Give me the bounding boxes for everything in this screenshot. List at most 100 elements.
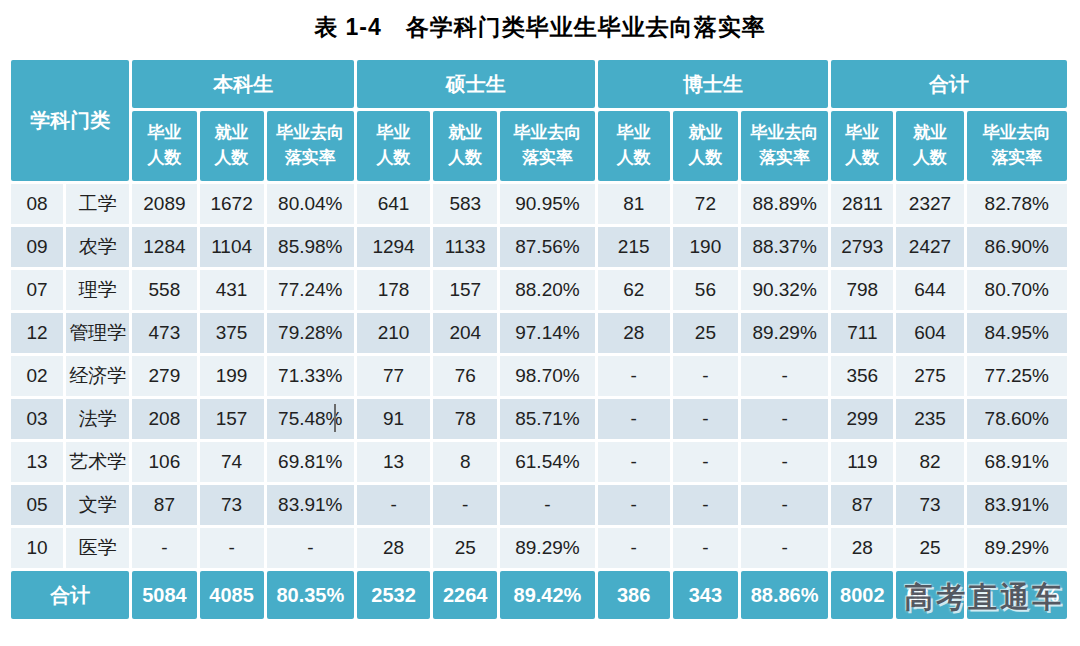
row-cell: 28 xyxy=(831,528,893,568)
row-code: 10 xyxy=(11,528,63,568)
row-cell: 299 xyxy=(831,399,893,439)
text-cursor xyxy=(334,404,336,432)
row-cell: 208 xyxy=(132,399,196,439)
row-cell: 2327 xyxy=(896,184,963,224)
row-cell: 82 xyxy=(896,442,963,482)
row-cell: 25 xyxy=(673,313,738,353)
row-cell: 78 xyxy=(433,399,497,439)
total-cell: 2532 xyxy=(357,571,430,619)
row-cell: 473 xyxy=(132,313,196,353)
row-cell: 119 xyxy=(831,442,893,482)
row-cell: 87 xyxy=(831,485,893,525)
row-cell: 644 xyxy=(896,270,963,310)
row-cell: 84.95% xyxy=(967,313,1067,353)
row-cell: 62 xyxy=(598,270,670,310)
table-row: 02经济学27919971.33%777698.70%---35627577.2… xyxy=(11,356,1067,396)
row-cell: 73 xyxy=(200,485,264,525)
total-cell: 8002 xyxy=(831,571,893,619)
row-discipline-name: 农学 xyxy=(66,227,129,267)
row-cell: 77.25% xyxy=(967,356,1067,396)
row-discipline-name: 文学 xyxy=(66,485,129,525)
row-discipline-name: 法学 xyxy=(66,399,129,439)
row-cell: 25 xyxy=(433,528,497,568)
row-cell: 76 xyxy=(433,356,497,396)
row-cell: 90.32% xyxy=(741,270,828,310)
row-cell: 80.04% xyxy=(267,184,354,224)
row-cell: 97.14% xyxy=(500,313,594,353)
row-cell: 28 xyxy=(357,528,430,568)
row-cell: 75.48% xyxy=(267,399,354,439)
row-cell: 81 xyxy=(598,184,670,224)
row-cell: 558 xyxy=(132,270,196,310)
row-cell: 83.91% xyxy=(267,485,354,525)
header-group-total: 合计 xyxy=(831,60,1067,108)
row-cell: 2089 xyxy=(132,184,196,224)
row-cell: - xyxy=(673,528,738,568)
row-cell: - xyxy=(357,485,430,525)
row-code: 05 xyxy=(11,485,63,525)
row-cell: 215 xyxy=(598,227,670,267)
table-row: 10医学---282589.29%---282589.29% xyxy=(11,528,1067,568)
row-cell: - xyxy=(741,399,828,439)
row-cell: - xyxy=(741,356,828,396)
row-cell: 25 xyxy=(896,528,963,568)
total-row-label: 合计 xyxy=(11,571,129,619)
table-row: 03法学20815775.48%917885.71%---29923578.60… xyxy=(11,399,1067,439)
row-cell: 77.24% xyxy=(267,270,354,310)
watermark: 高考直通车 xyxy=(893,579,1075,615)
row-cell: 8 xyxy=(433,442,497,482)
total-cell: 343 xyxy=(673,571,738,619)
row-cell: - xyxy=(433,485,497,525)
table-row: 07理学55843177.24%17815788.20%625690.32%79… xyxy=(11,270,1067,310)
row-cell: 1284 xyxy=(132,227,196,267)
row-cell: 98.70% xyxy=(500,356,594,396)
header-ms-graduates: 毕业人数 xyxy=(357,111,430,181)
total-cell: 88.86% xyxy=(741,571,828,619)
row-cell: 68.91% xyxy=(967,442,1067,482)
total-cell: 80.35% xyxy=(267,571,354,619)
header-discipline-category: 学科门类 xyxy=(11,60,129,181)
row-cell: 89.29% xyxy=(967,528,1067,568)
row-cell: 78.60% xyxy=(967,399,1067,439)
header-ug-graduates: 毕业人数 xyxy=(132,111,196,181)
row-code: 08 xyxy=(11,184,63,224)
table-row: 12管理学47337579.28%21020497.14%282589.29%7… xyxy=(11,313,1067,353)
row-discipline-name: 理学 xyxy=(66,270,129,310)
row-code: 13 xyxy=(11,442,63,482)
table-body: 08工学2089167280.04%64158390.95%817288.89%… xyxy=(11,184,1067,568)
header-ms-rate: 毕业去向落实率 xyxy=(500,111,594,181)
header-phd-rate: 毕业去向落实率 xyxy=(741,111,828,181)
row-cell: 74 xyxy=(200,442,264,482)
table-row: 08工学2089167280.04%64158390.95%817288.89%… xyxy=(11,184,1067,224)
row-cell: 80.70% xyxy=(967,270,1067,310)
header-ug-rate: 毕业去向落实率 xyxy=(267,111,354,181)
row-cell: 2427 xyxy=(896,227,963,267)
row-cell: 235 xyxy=(896,399,963,439)
header-total-employed: 就业人数 xyxy=(896,111,963,181)
row-cell: 1104 xyxy=(200,227,264,267)
row-cell: 89.29% xyxy=(741,313,828,353)
header-phd-graduates: 毕业人数 xyxy=(598,111,670,181)
total-cell: 89.42% xyxy=(500,571,594,619)
row-cell: 279 xyxy=(132,356,196,396)
row-cell: 190 xyxy=(673,227,738,267)
header-sub-row: 毕业人数 就业人数 毕业去向落实率 毕业人数 就业人数 毕业去向落实率 毕业人数… xyxy=(11,111,1067,181)
row-cell: 91 xyxy=(357,399,430,439)
row-cell: 1294 xyxy=(357,227,430,267)
table-row: 05文学877383.91%------877383.91% xyxy=(11,485,1067,525)
row-cell: - xyxy=(598,528,670,568)
row-cell: 157 xyxy=(200,399,264,439)
discipline-table: 学科门类 本科生 硕士生 博士生 合计 毕业人数 就业人数 毕业去向落实率 毕业… xyxy=(8,57,1070,622)
row-cell: 71.33% xyxy=(267,356,354,396)
row-cell: 28 xyxy=(598,313,670,353)
total-cell: 5084 xyxy=(132,571,196,619)
row-discipline-name: 工学 xyxy=(66,184,129,224)
row-cell: 89.29% xyxy=(500,528,594,568)
table-row: 13艺术学1067469.81%13861.54%---1198268.91% xyxy=(11,442,1067,482)
header-phd-employed: 就业人数 xyxy=(673,111,738,181)
row-code: 03 xyxy=(11,399,63,439)
total-cell: 2264 xyxy=(433,571,497,619)
row-cell: - xyxy=(200,528,264,568)
table-title: 表 1-4 各学科门类毕业生毕业去向落实率 xyxy=(0,12,1080,43)
row-cell: 82.78% xyxy=(967,184,1067,224)
